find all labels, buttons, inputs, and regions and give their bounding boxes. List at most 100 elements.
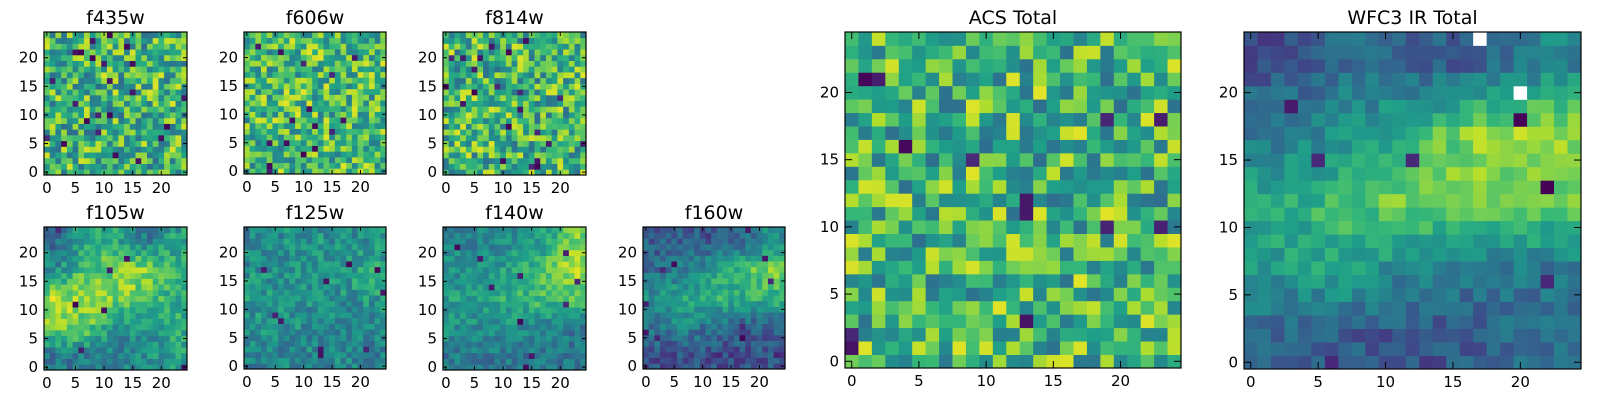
heatmap-cell (146, 152, 154, 159)
heatmap-cell (244, 151, 251, 158)
heatmap-cell (1033, 341, 1047, 355)
heatmap-cell (95, 60, 102, 67)
heatmap-cell (580, 284, 587, 291)
heatmap-cell (357, 283, 364, 290)
heatmap-cell (181, 72, 188, 79)
heatmap-cell (739, 255, 746, 262)
heatmap-cell (716, 261, 723, 268)
heatmap-cell (523, 169, 530, 176)
heatmap-cell (289, 266, 296, 273)
heatmap-cell (716, 351, 723, 359)
heatmap-cell (448, 341, 455, 348)
heatmap-cell (992, 300, 1007, 315)
heatmap-cell (699, 266, 706, 273)
heatmap-cell (306, 334, 313, 341)
heatmap-cell (1140, 179, 1155, 194)
heatmap-cell (779, 238, 786, 245)
heatmap-cell (340, 105, 347, 112)
heatmap-cell (460, 335, 467, 342)
heatmap-cell (249, 238, 256, 245)
heatmap-cell (380, 105, 387, 112)
heatmap-cell (671, 300, 678, 307)
heatmap-cell (671, 266, 678, 273)
heatmap-cell (66, 100, 73, 107)
heatmap-cell (898, 233, 913, 248)
heatmap-cell (175, 60, 182, 67)
heatmap-cell (323, 329, 330, 336)
heatmap-cell (885, 220, 900, 234)
heatmap-cell (340, 37, 347, 44)
heatmap-cell (488, 100, 495, 107)
heatmap-cell (49, 66, 56, 73)
heatmap-cell (329, 71, 336, 78)
heatmap-cell (278, 300, 285, 307)
heatmap-cell (266, 261, 273, 268)
heatmap-cell (61, 157, 68, 164)
heatmap-cell (511, 312, 518, 319)
heatmap-cell (89, 72, 96, 79)
heatmap-cell (665, 323, 672, 330)
heatmap-cell (363, 232, 370, 239)
heatmap-cell (363, 249, 370, 256)
heatmap-cell (745, 306, 752, 313)
heatmap-cell (244, 43, 251, 50)
heatmap-cell (334, 244, 341, 251)
heatmap-cell (563, 352, 570, 359)
heatmap-cell (448, 60, 455, 67)
heatmap-cell (1086, 314, 1101, 329)
heatmap-cell (175, 140, 182, 147)
heatmap-cell (351, 227, 358, 234)
heatmap-cell (511, 106, 518, 113)
heatmap-cell (312, 340, 319, 347)
heatmap-cell (106, 32, 114, 39)
heatmap-cell (334, 111, 341, 118)
heatmap-cell (169, 272, 176, 279)
heatmap-cell (141, 72, 148, 79)
heatmap-cell (351, 94, 358, 101)
heatmap-cell (871, 220, 886, 234)
heatmap-cell (363, 54, 370, 61)
heatmap-cell (351, 139, 358, 146)
heatmap-cell (374, 66, 381, 73)
heatmap-cell (164, 152, 171, 159)
heatmap-cell (175, 77, 182, 84)
y-tick-label: 10 (219, 105, 238, 123)
heatmap-cell (101, 289, 108, 297)
heatmap-cell (488, 49, 495, 56)
heatmap-cell (477, 43, 484, 50)
heatmap-cell (317, 283, 324, 290)
heatmap-cell (312, 83, 319, 90)
heatmap-cell (505, 146, 513, 153)
heatmap-cell (380, 300, 387, 307)
heatmap-cell (44, 312, 51, 319)
heatmap-cell (448, 32, 455, 39)
heatmap-cell (483, 284, 490, 291)
heatmap-cell (112, 129, 119, 136)
heatmap-cell (448, 37, 455, 44)
heatmap-cell (517, 227, 524, 234)
heatmap-cell (249, 66, 256, 73)
heatmap-cell (443, 318, 450, 325)
heatmap-cell (545, 341, 553, 348)
heatmap-cell (244, 66, 251, 73)
heatmap-cell (95, 100, 102, 107)
heatmap-cell (885, 327, 900, 342)
heatmap-cell (368, 156, 376, 164)
heatmap-cell (1140, 287, 1155, 302)
heatmap-cell (112, 89, 119, 96)
heatmap-cell (443, 358, 450, 365)
heatmap-cell (112, 295, 119, 302)
heatmap-cell (745, 312, 752, 319)
heatmap-cell (494, 289, 501, 297)
heatmap-cell (112, 60, 119, 67)
heatmap-cell (266, 289, 273, 296)
heatmap-cell (885, 179, 900, 194)
heatmap-cell (164, 324, 171, 331)
heatmap-cell (351, 295, 358, 302)
heatmap-cell (329, 249, 336, 256)
heatmap-cell (471, 49, 478, 56)
heatmap-cell (312, 272, 319, 279)
heatmap-cell (124, 238, 131, 245)
heatmap-cell (89, 352, 96, 359)
heatmap-cell (534, 43, 541, 50)
